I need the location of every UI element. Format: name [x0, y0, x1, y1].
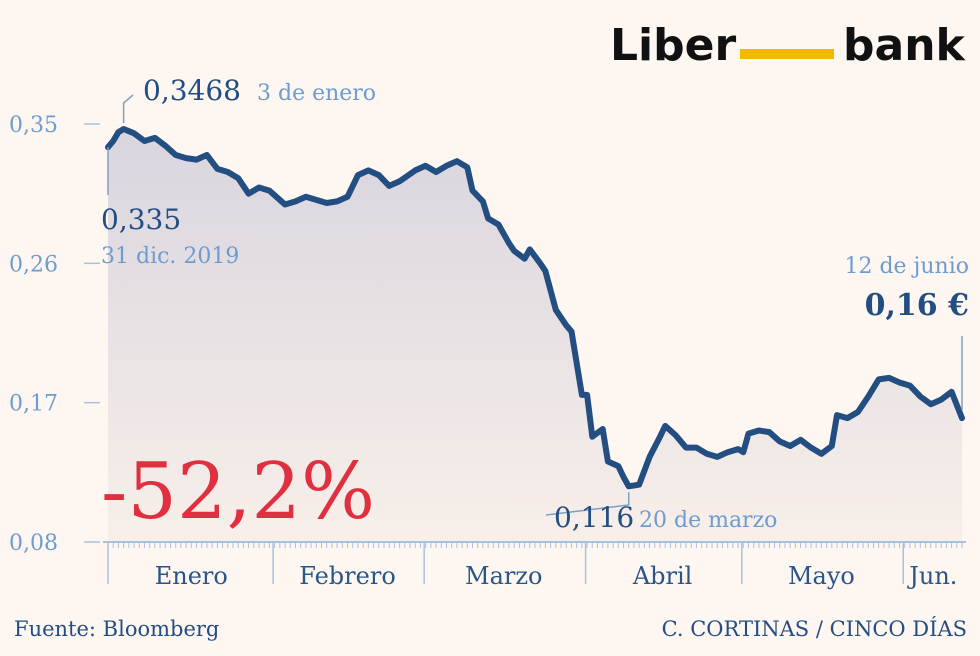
y-tick-label: 0,35: [9, 113, 58, 138]
y-tick-label: 0,17: [9, 392, 58, 417]
y-axis: 0,35 0,26 0,17 0,08: [9, 113, 100, 556]
brand-logo-bar: [740, 49, 834, 59]
min-date-label: 20 de marzo: [639, 508, 777, 533]
x-axis: Enero Febrero Marzo Abril Mayo Jun.: [103, 541, 966, 590]
start-date-label: 31 dic. 2019: [101, 244, 239, 269]
min-leader: [545, 492, 630, 516]
end-date-label: 12 de junio: [844, 254, 969, 279]
max-value-label: 0,3468: [143, 74, 241, 107]
brand-logo: Liber bank: [610, 20, 967, 71]
end-value-label: 0,16 €: [865, 288, 969, 323]
brand-logo-right: bank: [843, 20, 967, 71]
x-month-label: Febrero: [299, 562, 396, 590]
change-percent-label: -52,2%: [101, 447, 375, 537]
x-month-label: Abril: [632, 562, 693, 590]
min-value-label: 0,116: [554, 501, 634, 534]
max-leader: [122, 94, 134, 123]
x-month-label: Marzo: [465, 562, 542, 590]
x-month-label: Mayo: [788, 562, 855, 590]
start-value-label: 0,335: [101, 203, 181, 236]
y-tick-label: 0,08: [9, 531, 58, 556]
max-date-label: 3 de enero: [257, 81, 376, 106]
annotation-leaders: [107, 94, 963, 516]
brand-logo-left: Liber: [610, 20, 736, 71]
source-label: Fuente: Bloomberg: [14, 617, 219, 641]
x-month-label: Jun.: [906, 562, 957, 590]
y-tick-label: 0,26: [9, 252, 58, 277]
price-line: [105, 126, 965, 490]
x-month-label: Enero: [155, 562, 228, 590]
credit-label: C. CORTINAS / CINCO DÍAS: [662, 617, 967, 641]
